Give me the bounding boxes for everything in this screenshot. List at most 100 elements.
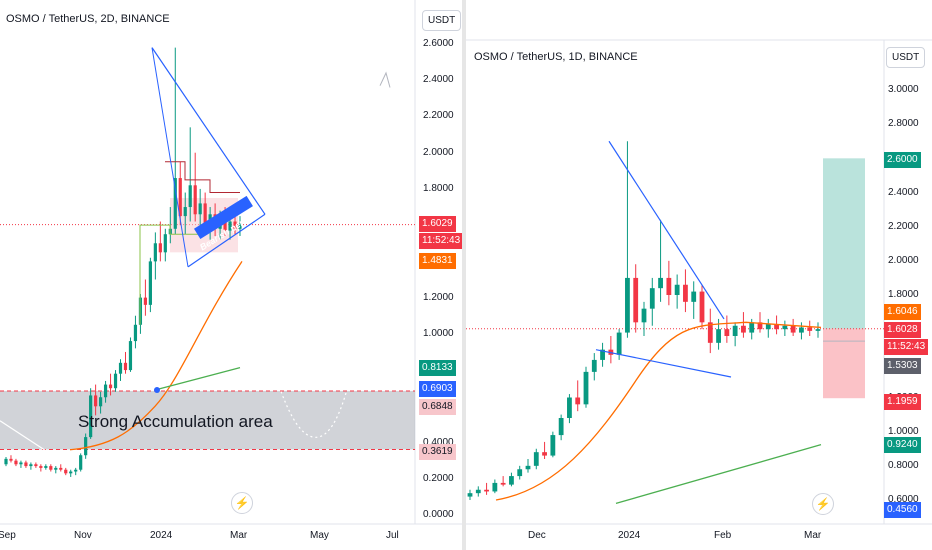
right-candle-body <box>533 452 539 466</box>
right-candle-body <box>475 489 481 494</box>
panel-divider[interactable] <box>462 0 466 550</box>
accumulation-area-box <box>0 390 415 450</box>
left-candle-body <box>49 466 53 470</box>
right-price-tag: 1.5303 <box>884 358 921 374</box>
right-candle-body <box>757 322 763 330</box>
right-candle-body <box>707 322 713 343</box>
left-price-tag: 0.6903 <box>419 381 456 397</box>
left-time-tick: Jul <box>386 530 399 541</box>
left-candle-body <box>39 466 43 468</box>
left-candle-body <box>103 384 108 398</box>
left-time-tick: Sep <box>0 530 16 541</box>
left-price-tick: 1.2000 <box>423 291 454 303</box>
left-candle-body <box>183 207 187 217</box>
left-candle-body <box>74 469 78 472</box>
left-candle-body <box>178 178 182 217</box>
left-price-tick: 2.4000 <box>423 74 454 86</box>
left-candle-body <box>158 243 162 253</box>
left-candle-body <box>89 395 93 438</box>
left-candle-body <box>163 234 167 253</box>
left-candle-body <box>64 469 68 474</box>
left-time-tick: May <box>310 530 329 541</box>
left-candle-body <box>54 467 58 470</box>
left-candle-body <box>123 362 128 371</box>
right-price-tick: 1.0000 <box>888 425 919 437</box>
right-candle-body <box>765 324 771 330</box>
right-candle-body <box>641 308 647 323</box>
left-unit-button[interactable]: USDT <box>422 10 462 31</box>
pennant-lower-line <box>187 213 266 268</box>
left-candle-body <box>118 362 123 374</box>
left-chart-panel: OSMO / TetherUS, 2D, BINANCE USDT 2.6000… <box>0 0 462 550</box>
left-candle-body <box>34 464 38 467</box>
left-candle-body <box>198 203 202 215</box>
right-candle-body <box>616 332 622 355</box>
left-price-tick: 0.4000 <box>423 436 454 448</box>
left-candle-body <box>233 221 237 229</box>
left-candle-body <box>24 462 28 467</box>
right-price-tick: 2.4000 <box>888 186 919 198</box>
left-candle-body <box>59 467 63 470</box>
right-price-tick: 2.2000 <box>888 220 919 232</box>
right-candle-body <box>699 291 705 323</box>
left-candle-body <box>143 297 148 305</box>
left-candle-body <box>19 462 23 465</box>
right-candle-body <box>550 435 556 456</box>
right-price-tick: 3.0000 <box>888 84 919 95</box>
right-price-tag: 0.9240 <box>884 437 921 453</box>
left-candle-body <box>69 471 73 474</box>
left-time-tick: Nov <box>74 530 92 541</box>
right-price-tick: 0.6000 <box>888 494 919 505</box>
right-candle-body <box>666 277 672 295</box>
right-orange-moving-average <box>495 321 822 501</box>
left-candle-body <box>153 243 157 262</box>
right-price-tag: 1.6028 <box>884 322 921 338</box>
left-old-trend-line <box>0 420 73 469</box>
left-time-tick: Mar <box>230 530 248 541</box>
right-price-tick: 2.0000 <box>888 254 919 266</box>
right-candle-body <box>799 327 804 333</box>
left-price-tick: 0.2000 <box>423 472 454 484</box>
left-candle-body <box>108 384 113 389</box>
right-lightning-icon[interactable]: ⚡ <box>812 493 834 515</box>
right-candle-body <box>492 482 498 492</box>
right-candle-body <box>625 277 630 333</box>
left-candle-body <box>193 185 197 215</box>
left-candle-body <box>84 437 88 456</box>
left-price-tick: 2.2000 <box>423 110 454 122</box>
right-candle-body <box>591 359 597 372</box>
projection-path <box>239 80 387 438</box>
right-chart-title: OSMO / TetherUS, 1D, BINANCE <box>474 51 638 63</box>
right-candle-body <box>691 291 697 302</box>
right-candle-body <box>782 325 788 330</box>
left-price-tag: 11:52:43 <box>419 233 462 249</box>
left-price-tag: 0.6848 <box>419 399 456 415</box>
left-candle-body <box>4 458 8 465</box>
pennant-label-bg <box>194 195 253 239</box>
right-candle-body <box>558 418 564 436</box>
left-candle-body <box>9 458 13 461</box>
right-unit-button[interactable]: USDT <box>886 47 926 68</box>
left-candle-body <box>113 373 118 389</box>
right-candle-body <box>600 349 605 360</box>
right-chart-canvas <box>466 39 932 525</box>
right-time-tick: 2024 <box>618 530 641 541</box>
left-candle-body <box>188 185 192 208</box>
right-candle-body <box>790 325 796 333</box>
pennant-upper-line <box>151 47 266 215</box>
left-chart-title: OSMO / TetherUS, 2D, BINANCE <box>6 13 170 25</box>
left-chart-canvas <box>0 0 462 525</box>
right-price-tick: 1.8000 <box>888 289 919 300</box>
right-candle-body <box>741 325 746 333</box>
left-price-tick: 0.0000 <box>423 509 454 520</box>
right-price-tag: 0.4560 <box>884 502 921 518</box>
left-lightning-icon[interactable]: ⚡ <box>231 492 253 514</box>
take-profit-zone <box>823 158 865 329</box>
left-price-tag: 1.6029 <box>419 216 456 232</box>
left-candle-body <box>44 466 48 468</box>
projection-arrow-head <box>379 71 391 88</box>
left-candle-body <box>148 261 152 305</box>
right-price-tag: 1.1959 <box>884 394 921 410</box>
right-chart-panel: OSMO / TetherUS, 1D, BINANCE USDT 3.0000… <box>466 0 932 550</box>
right-candle-body <box>517 469 523 477</box>
